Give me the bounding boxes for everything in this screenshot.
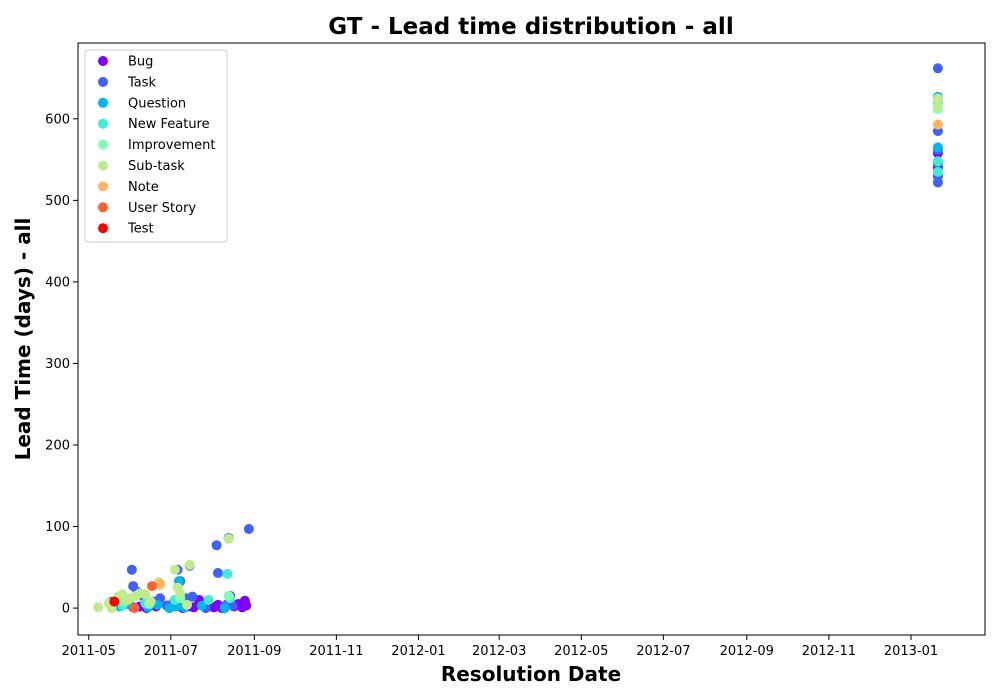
plot-area (77, 42, 986, 636)
data-point (203, 594, 214, 605)
data-point (223, 533, 234, 544)
data-point (932, 156, 943, 167)
legend-label: Sub-task (128, 159, 185, 174)
data-point (222, 568, 233, 579)
data-point (932, 63, 943, 74)
data-point (93, 602, 104, 613)
data-point (932, 119, 943, 130)
x-tick-label: 2011-11 (309, 644, 363, 659)
data-point (169, 564, 180, 575)
x-tick-label: 2012-05 (554, 644, 608, 659)
x-tick-label: 2011-05 (62, 644, 116, 659)
legend-marker (98, 202, 108, 213)
data-point (145, 596, 156, 607)
data-point (140, 589, 151, 600)
data-point (212, 568, 223, 579)
data-point (211, 540, 222, 551)
x-axis-ticks: 2011-05 2011-07 2011-09 2011-11 2012-01 2012-… (62, 635, 938, 659)
legend-marker (98, 56, 108, 66)
legend-label: Task (127, 75, 157, 90)
data-point (109, 596, 120, 607)
data-point (129, 603, 140, 614)
x-tick-label: 2012-09 (720, 644, 774, 659)
legend-marker (98, 139, 108, 150)
data-point (241, 600, 252, 611)
data-point (932, 142, 943, 153)
legend-label: Test (127, 222, 154, 237)
legend-frame (84, 49, 228, 243)
data-point (147, 581, 158, 592)
y-tick-label: 500 (45, 194, 70, 209)
legend-label: Improvement (128, 138, 215, 153)
data-point (187, 591, 198, 602)
x-tick-label: 2011-07 (144, 644, 198, 659)
y-tick-label: 300 (45, 357, 70, 372)
data-point (182, 599, 192, 610)
y-tick-label: 600 (45, 112, 70, 127)
data-point (932, 166, 943, 177)
x-axis-label: Resolution Date (441, 662, 621, 686)
legend-label: Bug (128, 55, 153, 70)
y-tick-label: 0 (62, 602, 70, 617)
data-point (184, 559, 195, 570)
data-point (196, 600, 207, 611)
legend-marker (98, 223, 108, 234)
data-point (223, 590, 234, 601)
legend-marker (98, 181, 108, 192)
x-tick-label: 2013-01 (884, 644, 938, 659)
y-tick-label: 100 (45, 520, 70, 535)
data-point (932, 101, 943, 112)
y-axis-label: Lead Time (days) - all (11, 218, 35, 461)
data-point (175, 588, 186, 599)
legend-marker (98, 118, 108, 129)
x-tick-label: 2012-01 (391, 644, 445, 659)
chart-title: GT - Lead time distribution - all (328, 14, 733, 40)
legend: Bug Task Question New Feature Improvement Sub… (84, 49, 228, 243)
data-point (219, 603, 230, 614)
x-tick-label: 2012-03 (472, 644, 526, 659)
data-point (126, 564, 137, 575)
legend-marker (98, 97, 108, 108)
legend-label: Note (128, 180, 159, 195)
legend-label: New Feature (128, 117, 210, 132)
x-tick-label: 2012-07 (636, 644, 690, 659)
y-tick-label: 200 (45, 439, 70, 454)
x-tick-label: 2011-09 (227, 644, 281, 659)
data-point (932, 93, 943, 104)
legend-label: Question (128, 96, 186, 111)
legend-marker (98, 76, 108, 87)
y-axis-ticks: 0 100 200 300 400 500 600 (45, 112, 78, 617)
data-points (93, 63, 943, 614)
x-tick-label: 2012-11 (802, 644, 856, 659)
y-tick-label: 400 (45, 275, 70, 290)
legend-label: User Story (128, 201, 196, 216)
data-point (155, 578, 166, 589)
legend-marker (98, 160, 108, 171)
data-point (243, 523, 254, 534)
